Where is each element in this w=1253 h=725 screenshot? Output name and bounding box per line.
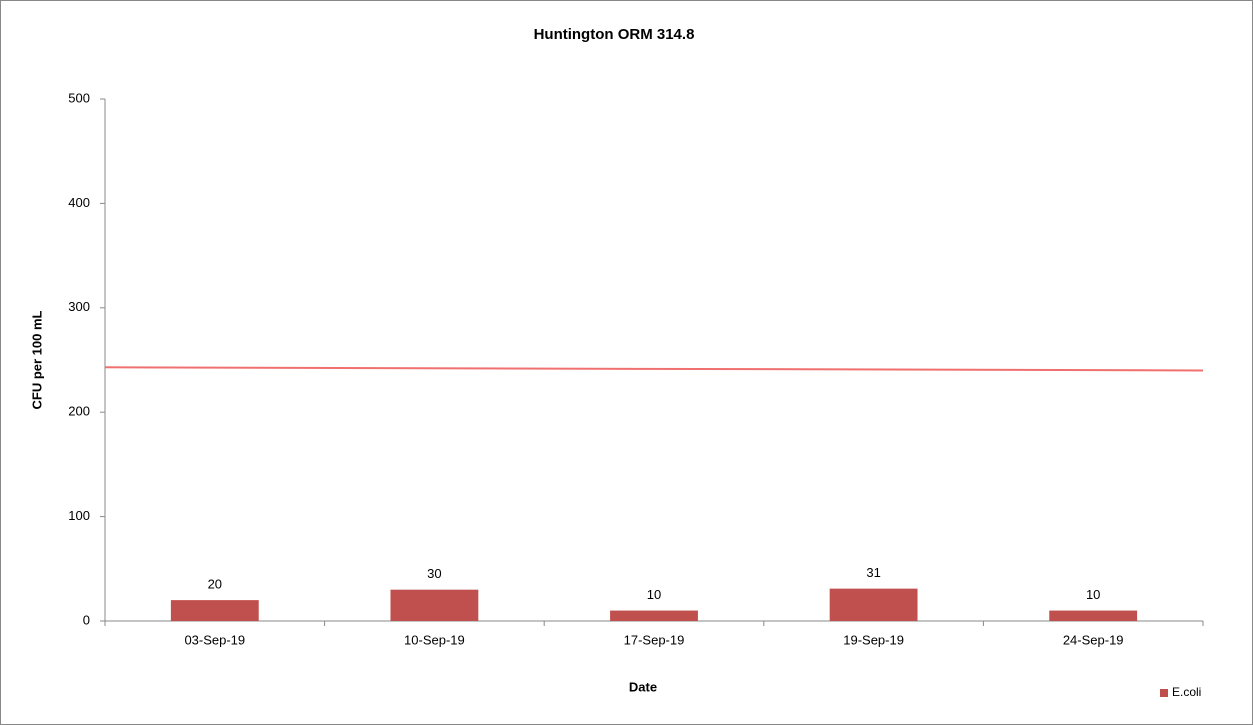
y-tick-label: 500	[68, 90, 90, 105]
x-tick-label: 19-Sep-19	[843, 632, 904, 647]
y-tick-label: 100	[68, 508, 90, 523]
x-tick-label: 24-Sep-19	[1063, 632, 1124, 647]
bar	[829, 588, 918, 621]
y-axis-label: CFU per 100 mL	[29, 310, 44, 409]
legend-label: E.coli	[1172, 685, 1201, 699]
bar	[170, 600, 259, 621]
x-tick-label: 10-Sep-19	[404, 632, 465, 647]
legend-swatch	[1160, 689, 1168, 697]
data-label: 31	[866, 565, 880, 580]
data-label: 10	[1086, 587, 1100, 602]
data-label: 30	[427, 566, 441, 581]
x-tick-label: 03-Sep-19	[184, 632, 245, 647]
y-tick-label: 400	[68, 195, 90, 210]
bar	[390, 589, 479, 621]
chart-title: Huntington ORM 314.8	[534, 26, 695, 43]
bar	[610, 610, 698, 621]
y-tick-label: 0	[83, 612, 90, 627]
data-label: 20	[208, 577, 222, 592]
x-axis-label: Date	[629, 679, 657, 694]
data-label: 10	[647, 587, 661, 602]
x-tick-label: 17-Sep-19	[624, 632, 685, 647]
y-tick-label: 200	[68, 404, 90, 419]
y-tick-label: 300	[68, 299, 90, 314]
bar	[1049, 610, 1138, 621]
reference-line	[104, 366, 1204, 372]
